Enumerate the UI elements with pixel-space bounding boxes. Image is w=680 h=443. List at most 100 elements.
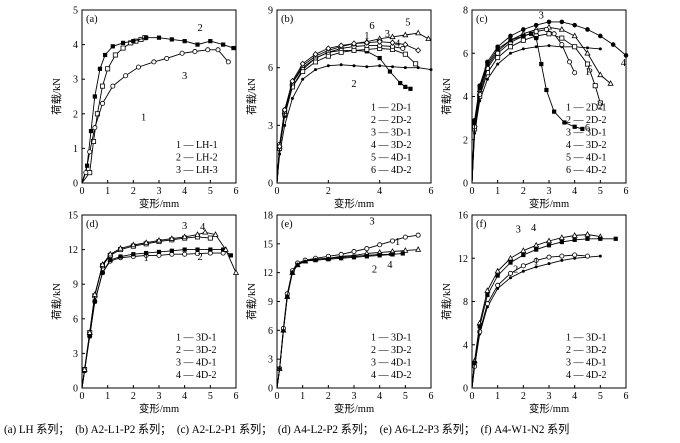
data-point-3 — [207, 235, 213, 241]
data-point-1 — [534, 265, 538, 269]
data-point-4 — [168, 235, 175, 241]
x-tick-label: 2 — [326, 391, 331, 402]
y-tick-label: 0 — [73, 384, 78, 395]
data-point-2 — [169, 37, 174, 42]
legend: 1 — 2D-12 — 2D-2 3 — 3D-14 — 3D-2 5 — 4D-1… — [371, 103, 412, 177]
data-point-1 — [598, 47, 602, 51]
x-tick-label: 0 — [80, 391, 85, 402]
x-tick-label: 5 — [598, 186, 603, 197]
data-point-4 — [613, 236, 618, 241]
x-axis-label: 变形/mm — [529, 402, 569, 415]
data-point-2 — [144, 250, 149, 256]
data-point-1 — [509, 276, 512, 280]
data-point-4 — [477, 324, 482, 329]
curve-number-label: 2 — [197, 252, 202, 263]
data-point-6 — [472, 120, 477, 125]
data-point-6 — [276, 143, 283, 150]
y-tick-label: 1 — [73, 144, 78, 155]
data-point-3 — [607, 80, 614, 86]
x-tick-label: 2 — [131, 186, 136, 197]
data-point-2 — [221, 247, 226, 252]
y-tick-label: 12 — [263, 268, 273, 279]
data-point-3 — [123, 73, 129, 79]
curve-number-label: 3 — [182, 221, 187, 232]
data-point-4 — [212, 231, 219, 237]
data-point-3 — [92, 125, 98, 131]
data-point-1 — [402, 247, 409, 253]
data-point-2 — [169, 248, 174, 253]
panel-label: (e) — [281, 219, 293, 230]
data-point-1 — [496, 62, 500, 66]
data-point-1 — [403, 66, 407, 70]
data-point-6 — [572, 124, 577, 129]
y-tick-label: 8 — [463, 297, 468, 308]
curve-number-label: 4 — [621, 58, 627, 69]
caption-item-b: (b) A2-L1-P2 系列； — [75, 424, 172, 436]
data-point-3 — [597, 71, 604, 78]
data-point-1 — [485, 77, 489, 81]
data-point-6 — [534, 36, 539, 41]
data-point-4 — [546, 243, 552, 248]
legend-entry: 4 — 3D-2 — [371, 140, 412, 151]
x-tick-label: 0 — [470, 186, 475, 197]
data-point-2 — [377, 55, 382, 61]
series-6 — [276, 38, 422, 184]
data-point-3 — [484, 287, 491, 293]
curve-number-label: 1 — [534, 257, 539, 268]
y-tick-label: 3 — [268, 121, 273, 132]
data-point-2 — [592, 83, 598, 89]
legend: 1 — 3D-12 — 3D-2 3 — 4D-14 — 4D-2 — [566, 333, 607, 382]
curve-number-label: 1 — [144, 253, 149, 264]
data-point-4 — [472, 361, 477, 366]
curve-number-label: 4 — [200, 222, 206, 233]
data-point-1 — [521, 47, 525, 51]
data-point-5 — [551, 31, 557, 37]
data-point-5 — [572, 70, 578, 76]
data-point-5 — [533, 29, 539, 35]
y-tick-label: 4 — [463, 92, 468, 103]
curve-number-label: 3 — [539, 11, 544, 22]
x-tick-label: 1 — [105, 391, 110, 402]
y-axis-label: 荷载/kN — [441, 283, 453, 320]
data-point-1 — [416, 66, 420, 70]
data-point-4 — [534, 247, 539, 252]
data-point-6 — [508, 38, 513, 43]
data-point-1 — [560, 258, 564, 262]
legend-entry: 5 — 4D-1 — [566, 153, 607, 164]
data-point-3 — [402, 51, 408, 57]
data-point-4 — [86, 329, 93, 335]
data-point-2 — [507, 44, 513, 50]
panel-label: (b) — [281, 14, 294, 25]
data-point-6 — [580, 126, 585, 132]
y-tick-label: 18 — [263, 211, 273, 222]
data-point-1 — [496, 287, 500, 291]
data-point-1 — [391, 65, 394, 69]
x-tick-label: 3 — [352, 391, 357, 402]
data-point-5 — [425, 35, 432, 42]
curve-number-label: 4 — [387, 260, 393, 271]
y-tick-label: 12 — [68, 245, 78, 256]
series-3 — [81, 47, 231, 184]
data-point-1 — [352, 64, 356, 68]
y-tick-label: 9 — [268, 6, 273, 17]
curve-number-label: 1 — [141, 113, 146, 124]
chart-panel-a: 0 1 2 3 4 5 6 0 1 2 3 4 5 变形/mm 荷载/kN (a) 1 2 3 1 — LH-1 2 —… — [51, 6, 239, 211]
x-tick-label: 6 — [234, 186, 239, 197]
series-line-1 — [81, 37, 146, 184]
data-point-1 — [547, 262, 551, 266]
caption-item-f: (f) A4-W1-N2 系列 — [480, 424, 570, 436]
data-point-6 — [376, 38, 383, 45]
data-point-2 — [572, 44, 578, 50]
y-tick-label: 0 — [73, 179, 78, 190]
data-point-3 — [215, 47, 221, 53]
figure-caption: (a) LH 系列； (b) A2-L1-P2 系列； (c) A2-L2-P1… — [4, 421, 680, 437]
data-point-2 — [97, 66, 103, 71]
y-tick-label: 0 — [463, 384, 468, 395]
curve-number-label: 1 — [395, 237, 400, 248]
legend-entry: 4 — 3D-2 — [566, 140, 607, 151]
data-point-4 — [278, 367, 282, 371]
data-point-3 — [83, 170, 89, 176]
data-point-4 — [610, 42, 616, 47]
x-tick-label: 0 — [275, 391, 280, 402]
